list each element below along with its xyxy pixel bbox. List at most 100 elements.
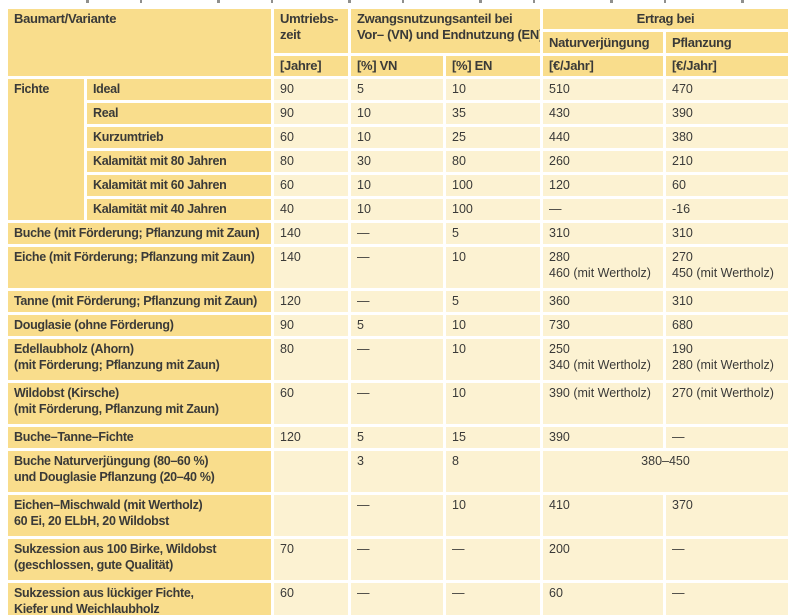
cell-en: 10 xyxy=(446,79,541,100)
table-row-fichte-kalamitaet-80: Kalamität mit 80 Jahren 80 30 80 260 210 xyxy=(8,151,789,172)
table-row-buche-nv-douglasie: Buche Naturverjüngung (80–60 %) und Dougl… xyxy=(8,451,789,492)
cell-jahre: 80 xyxy=(274,151,349,172)
cell-vn: 10 xyxy=(351,127,444,148)
cell-pflanzung: 60 xyxy=(666,175,789,196)
cell-naturverjuengung: 360 xyxy=(543,291,664,312)
cell-name: Sukzession aus 100 Birke, Wildobst (gesch… xyxy=(8,539,272,580)
cell-vn: — xyxy=(351,223,444,244)
header-ertrag-bei: Ertrag bei xyxy=(543,9,789,29)
cell-jahre: 90 xyxy=(274,315,349,336)
cell-name: Eichen–Mischwald (mit Wertholz) 60 Ei, 20… xyxy=(8,495,272,536)
header-eur-jahr-naturverjuengung: [€/Jahr] xyxy=(543,56,664,76)
cell-en: 15 xyxy=(446,427,541,448)
cell-vn: 30 xyxy=(351,151,444,172)
cell-naturverjuengung: 730 xyxy=(543,315,664,336)
table-row-buche-tanne-fichte: Buche–Tanne–Fichte 120 5 15 390 — xyxy=(8,427,789,448)
cell-pflanzung: 390 xyxy=(666,103,789,124)
cell-jahre: 60 xyxy=(274,175,349,196)
cell-pflanzung: -16 xyxy=(666,199,789,220)
cell-variant: Ideal xyxy=(87,79,272,100)
cell-variant: Kurzumtrieb xyxy=(87,127,272,148)
header-jahre-unit: [Jahre] xyxy=(274,56,349,76)
cell-en: 8 xyxy=(446,451,541,492)
cell-jahre: 90 xyxy=(274,79,349,100)
cell-en: 10 xyxy=(446,383,541,424)
cell-naturverjuengung: 250 340 (mit Wertholz) xyxy=(543,339,664,380)
cell-vn: — xyxy=(351,495,444,536)
baumart-variante-table: Baumart/Variante Umtriebs-zeit Zwangsnut… xyxy=(5,6,791,615)
header-pflanzung: Pflanzung xyxy=(666,32,789,53)
cell-pflanzung: 190 280 (mit Wertholz) xyxy=(666,339,789,380)
table-row-buche: Buche (mit Förderung; Pflanzung mit Zaun… xyxy=(8,223,789,244)
cell-name: Eiche (mit Förderung; Pflanzung mit Zaun… xyxy=(8,247,272,288)
cell-jahre: 40 xyxy=(274,199,349,220)
cell-naturverjuengung: — xyxy=(543,199,664,220)
cell-jahre xyxy=(274,451,349,492)
cell-en: 5 xyxy=(446,223,541,244)
cell-variant: Kalamität mit 60 Jahren xyxy=(87,175,272,196)
cell-vn: — xyxy=(351,247,444,288)
cell-naturverjuengung: 310 xyxy=(543,223,664,244)
cell-vn: 10 xyxy=(351,103,444,124)
cell-en: — xyxy=(446,539,541,580)
cell-en: 100 xyxy=(446,175,541,196)
cropped-caption-fragment xyxy=(12,0,770,5)
cell-pflanzung: 310 xyxy=(666,223,789,244)
cell-naturverjuengung: 440 xyxy=(543,127,664,148)
header-naturverjuengung: Naturverjüngung xyxy=(543,32,664,53)
cell-vn: — xyxy=(351,539,444,580)
cell-jahre: 60 xyxy=(274,583,349,615)
table-header: Baumart/Variante Umtriebs-zeit Zwangsnut… xyxy=(8,9,789,76)
table-row-fichte-ideal: Fichte Ideal 90 5 10 510 470 xyxy=(8,79,789,220)
cell-naturverjuengung: 390 (mit Wertholz) xyxy=(543,383,664,424)
cell-species-fichte: Fichte xyxy=(8,79,84,220)
cell-en: 10 xyxy=(446,247,541,288)
cell-name: Douglasie (ohne Förderung) xyxy=(8,315,272,336)
cell-pflanzung: — xyxy=(666,427,789,448)
cell-pflanzung: 470 xyxy=(666,79,789,100)
cell-naturverjuengung: 280 460 (mit Wertholz) xyxy=(543,247,664,288)
cell-name: Buche Naturverjüngung (80–60 %) und Dougl… xyxy=(8,451,272,492)
cell-pflanzung: — xyxy=(666,539,789,580)
cell-jahre: 70 xyxy=(274,539,349,580)
cell-en: 10 xyxy=(446,495,541,536)
cell-name: Wildobst (Kirsche) (mit Förderung, Pflanz… xyxy=(8,383,272,424)
cell-variant: Kalamität mit 40 Jahren xyxy=(87,199,272,220)
cell-naturverjuengung: 510 xyxy=(543,79,664,100)
cell-jahre: 80 xyxy=(274,339,349,380)
cell-jahre: 60 xyxy=(274,383,349,424)
cell-en: 80 xyxy=(446,151,541,172)
cell-jahre: 140 xyxy=(274,247,349,288)
header-vn-unit: [%] VN xyxy=(351,56,444,76)
header-baumart-variante: Baumart/Variante xyxy=(8,9,272,76)
cell-pflanzung: 310 xyxy=(666,291,789,312)
header-umtriebszeit: Umtriebs-zeit xyxy=(274,9,349,53)
cell-naturverjuengung: 390 xyxy=(543,427,664,448)
cell-jahre: 140 xyxy=(274,223,349,244)
table-row-eiche: Eiche (mit Förderung; Pflanzung mit Zaun… xyxy=(8,247,789,288)
cell-en: 5 xyxy=(446,291,541,312)
table-row-eichen-mischwald: Eichen–Mischwald (mit Wertholz) 60 Ei, 20… xyxy=(8,495,789,536)
cell-jahre: 120 xyxy=(274,291,349,312)
table-row-sukzession-birke: Sukzession aus 100 Birke, Wildobst (gesch… xyxy=(8,539,789,580)
cell-pflanzung: 380 xyxy=(666,127,789,148)
cell-en: 100 xyxy=(446,199,541,220)
cell-name: Buche–Tanne–Fichte xyxy=(8,427,272,448)
cell-vn: 10 xyxy=(351,175,444,196)
header-en-unit: [%] EN xyxy=(446,56,541,76)
cell-naturverjuengung: 200 xyxy=(543,539,664,580)
cell-pflanzung: — xyxy=(666,583,789,615)
cell-vn: — xyxy=(351,383,444,424)
header-zwangsnutzungsanteil: Zwangsnutzungsanteil bei Vor– (VN) und En… xyxy=(351,9,541,53)
cell-pflanzung: 680 xyxy=(666,315,789,336)
table-row-tanne: Tanne (mit Förderung; Pflanzung mit Zaun… xyxy=(8,291,789,312)
cell-vn: 5 xyxy=(351,79,444,100)
cell-ertrag-merged: 380–450 xyxy=(543,451,789,492)
cell-jahre: 90 xyxy=(274,103,349,124)
cell-variant: Real xyxy=(87,103,272,124)
cell-naturverjuengung: 260 xyxy=(543,151,664,172)
cell-vn: — xyxy=(351,291,444,312)
table-body: Fichte Ideal 90 5 10 510 470 Real 90 10 … xyxy=(8,79,789,615)
cell-vn: 5 xyxy=(351,315,444,336)
